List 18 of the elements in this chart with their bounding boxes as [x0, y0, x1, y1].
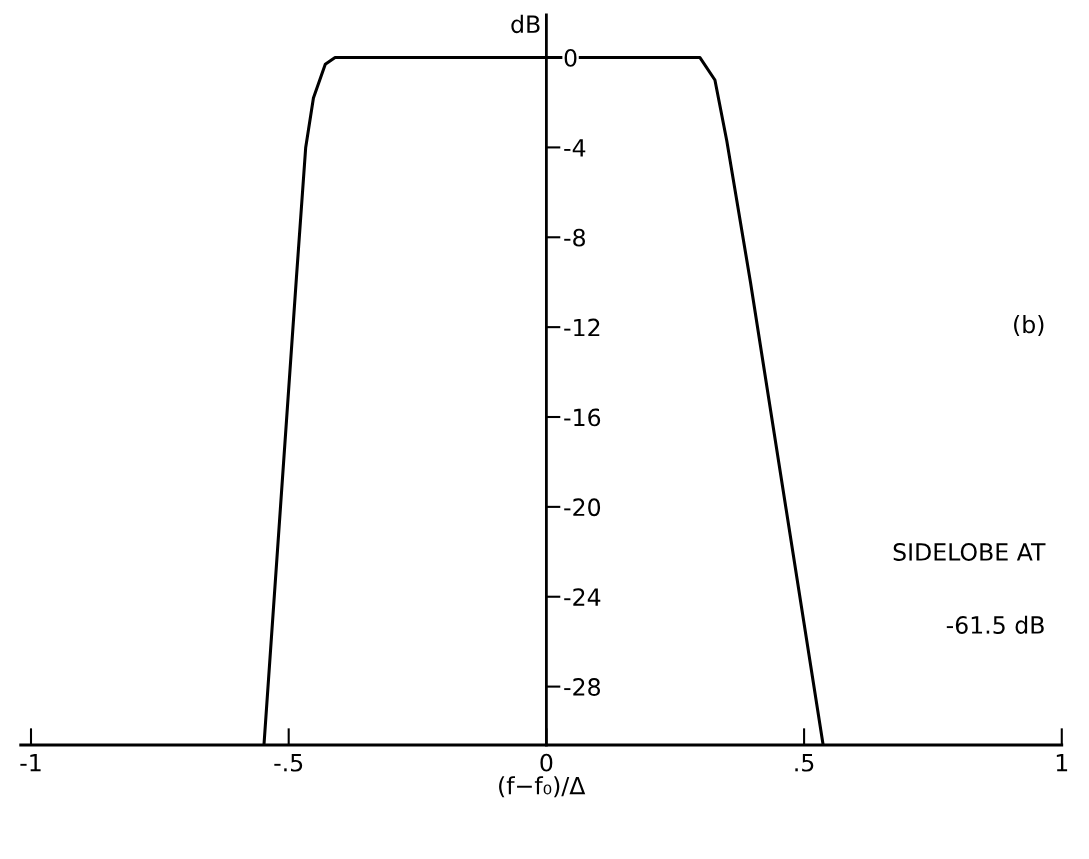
y-tick-label: -28 [564, 678, 600, 696]
y-tick-label: -20 [564, 498, 601, 517]
y-tick-label: -24 [564, 588, 601, 606]
x-tick-label: 0 [540, 753, 553, 772]
x-tick-label: .5 [795, 754, 814, 772]
x-tick-label: 1 [1056, 754, 1068, 772]
x-axis-title: (f−f₀)/Δ [499, 776, 586, 798]
x-tick-label: -1 [20, 754, 41, 772]
y-tick-label: -4 [564, 139, 586, 157]
y-tick-label: -12 [564, 318, 600, 337]
y-tick-label: -16 [564, 408, 601, 427]
annotation: (b) [1014, 314, 1044, 337]
y-tick-label: 0 [564, 48, 577, 67]
x-tick-label: -.5 [274, 754, 303, 772]
y-axis-title: dB [511, 14, 540, 34]
annotation: -61.5 dB [946, 615, 1044, 634]
annotation: SIDELOBE AT [893, 543, 1046, 561]
y-tick-label: -8 [564, 228, 585, 247]
